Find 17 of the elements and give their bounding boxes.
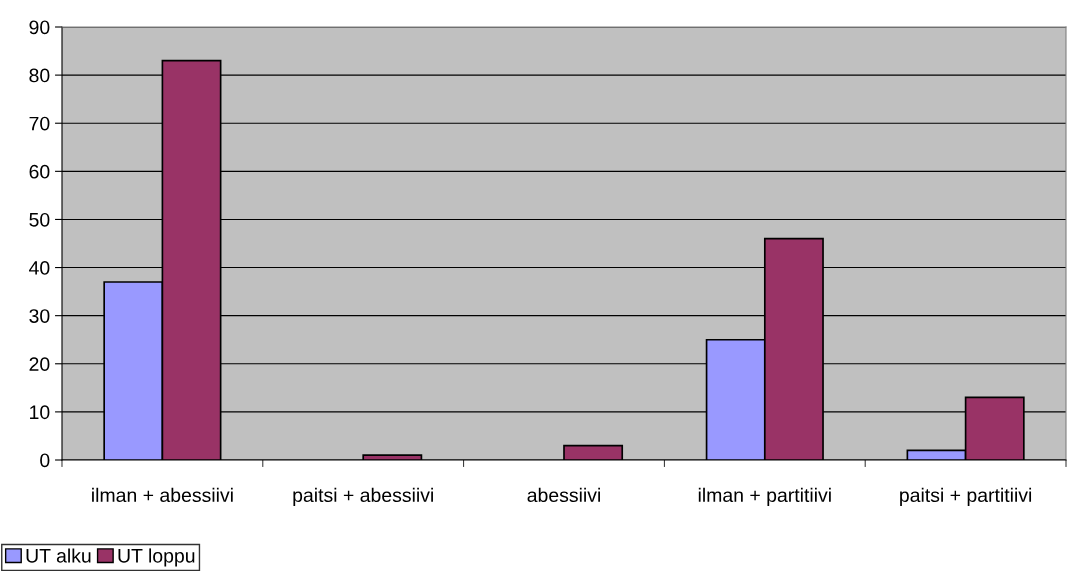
y-tick-label: 10 [30,405,50,420]
y-tick-label: 90 [29,20,50,35]
x-tick-label: ilman + partitiivi [698,487,831,506]
y-tick-label: 80 [29,68,50,83]
y-tick-label: 30 [29,309,50,323]
x-tick-label: ilman + abessiivi [92,487,233,503]
y-tick-label: 0 [40,453,50,468]
y-tick-label: 50 [29,212,50,227]
y-tick-label: 20 [29,357,50,372]
legend-label: UT alku [26,548,91,563]
y-tick-label: 60 [29,164,50,179]
legend-label: UT loppu [118,548,195,567]
y-tick-label: 70 [29,116,50,131]
x-tick-label: paitsi + partitiivi [900,487,1032,506]
x-tick-label: paitsi + abessiivi [293,487,433,506]
x-tick-label: abessiivi [527,487,600,503]
y-tick-label: 40 [29,261,50,275]
